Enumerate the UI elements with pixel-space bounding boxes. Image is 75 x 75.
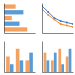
bar bbox=[4, 4, 16, 8]
plot-area bbox=[42, 5, 73, 28]
x-axis-line bbox=[43, 72, 74, 73]
y-axis-line bbox=[42, 42, 43, 73]
x-axis bbox=[5, 72, 36, 73]
point bbox=[47, 11, 49, 13]
point bbox=[47, 14, 49, 16]
bar bbox=[29, 53, 33, 72]
bar bbox=[61, 64, 64, 72]
bar bbox=[20, 60, 24, 72]
bar bbox=[44, 53, 47, 72]
plot-area bbox=[44, 49, 72, 72]
y-axis-line bbox=[4, 42, 5, 73]
point bbox=[60, 23, 62, 25]
bar bbox=[58, 49, 61, 72]
x-axis bbox=[43, 72, 74, 73]
point bbox=[66, 22, 68, 24]
bar bbox=[10, 64, 14, 72]
bar bbox=[4, 10, 23, 14]
bar bbox=[4, 27, 27, 31]
panel bbox=[4, 4, 36, 34]
x-axis-line bbox=[43, 33, 74, 34]
line bbox=[42, 9, 73, 27]
bar bbox=[51, 60, 54, 72]
y-axis bbox=[4, 4, 5, 34]
x-axis bbox=[5, 33, 36, 34]
point bbox=[72, 23, 73, 25]
y-axis-line bbox=[4, 4, 5, 34]
point bbox=[60, 20, 62, 22]
bar bbox=[66, 57, 69, 73]
point bbox=[53, 19, 55, 21]
bar bbox=[4, 16, 12, 20]
x-axis bbox=[43, 33, 74, 34]
y-axis bbox=[4, 42, 5, 73]
x-axis-line bbox=[5, 33, 36, 34]
plot-area bbox=[6, 49, 33, 72]
bar bbox=[69, 49, 72, 72]
y-axis bbox=[42, 4, 43, 34]
point bbox=[66, 25, 68, 27]
panel bbox=[41, 4, 74, 34]
figure bbox=[0, 0, 75, 75]
bar bbox=[26, 60, 30, 72]
panel bbox=[5, 42, 36, 73]
plot-area bbox=[4, 4, 27, 31]
bar bbox=[6, 57, 10, 73]
y-axis-line bbox=[42, 4, 43, 34]
point bbox=[72, 26, 73, 28]
bar bbox=[54, 53, 57, 72]
y-axis bbox=[42, 42, 43, 73]
panel bbox=[43, 42, 74, 73]
bar bbox=[4, 22, 20, 26]
bar bbox=[16, 49, 20, 72]
x-axis-line bbox=[5, 72, 36, 73]
bar bbox=[47, 60, 50, 72]
